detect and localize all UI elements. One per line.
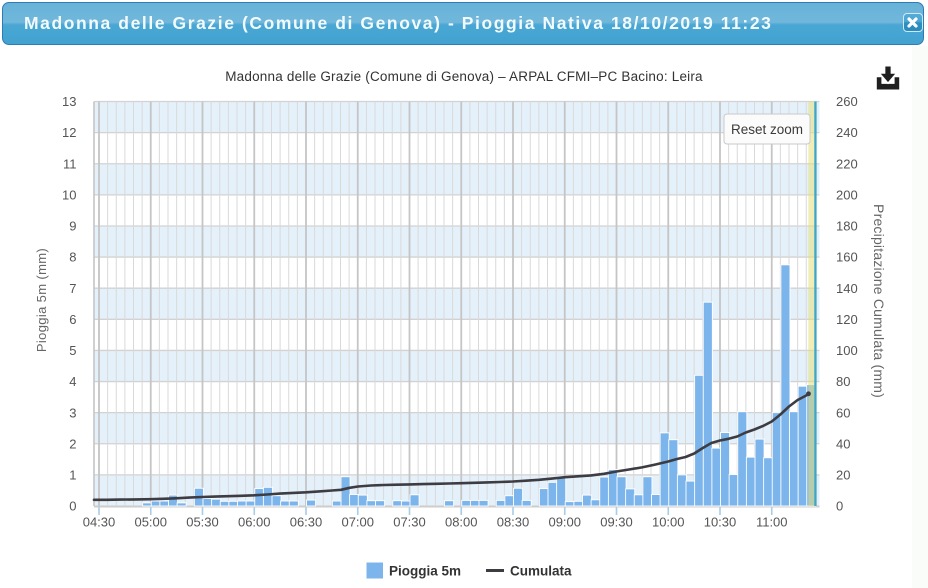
svg-text:07:00: 07:00 [341,515,374,530]
svg-text:13: 13 [62,94,76,109]
svg-text:Pioggia 5m (mm): Pioggia 5m (mm) [34,248,49,352]
svg-text:Precipitazione Cumulata (mm): Precipitazione Cumulata (mm) [871,204,887,398]
svg-text:10: 10 [62,187,76,202]
svg-text:11:00: 11:00 [756,515,788,530]
svg-text:0: 0 [836,499,843,514]
svg-text:06:30: 06:30 [290,515,323,530]
svg-text:06:00: 06:00 [238,515,271,530]
svg-text:1: 1 [69,467,76,482]
svg-text:40: 40 [836,436,850,451]
svg-text:11: 11 [63,156,77,171]
svg-text:05:00: 05:00 [134,515,167,530]
svg-text:2: 2 [69,436,76,451]
svg-text:220: 220 [836,156,858,171]
svg-text:5: 5 [69,343,76,358]
svg-text:180: 180 [836,219,858,234]
svg-text:260: 260 [836,94,858,109]
svg-text:07:30: 07:30 [393,515,426,530]
svg-text:10:30: 10:30 [704,515,737,530]
svg-text:120: 120 [836,312,858,327]
svg-text:80: 80 [836,374,850,389]
svg-text:Pioggia 5m: Pioggia 5m [389,564,461,579]
svg-text:100: 100 [836,343,858,358]
svg-text:8: 8 [69,250,76,265]
svg-text:Reset zoom: Reset zoom [731,122,803,137]
svg-text:9: 9 [69,219,76,234]
svg-text:7: 7 [69,281,76,296]
svg-text:6: 6 [69,312,76,327]
svg-text:20: 20 [836,467,850,482]
svg-text:60: 60 [836,405,850,420]
svg-text:08:00: 08:00 [445,515,478,530]
svg-text:10:00: 10:00 [652,515,685,530]
svg-text:05:30: 05:30 [186,515,219,530]
svg-text:09:30: 09:30 [600,515,633,530]
svg-text:04:30: 04:30 [83,515,116,530]
svg-text:08:30: 08:30 [497,515,530,530]
svg-text:160: 160 [836,250,858,265]
svg-text:200: 200 [836,187,858,202]
svg-text:09:00: 09:00 [548,515,581,530]
svg-text:4: 4 [69,374,76,389]
svg-text:Cumulata: Cumulata [510,564,572,579]
svg-text:0: 0 [69,499,76,514]
svg-text:12: 12 [62,125,76,140]
svg-text:240: 240 [836,125,858,140]
svg-text:3: 3 [69,405,76,420]
svg-text:Madonna delle Grazie (Comune d: Madonna delle Grazie (Comune di Genova) … [225,69,703,84]
svg-text:140: 140 [836,281,858,296]
